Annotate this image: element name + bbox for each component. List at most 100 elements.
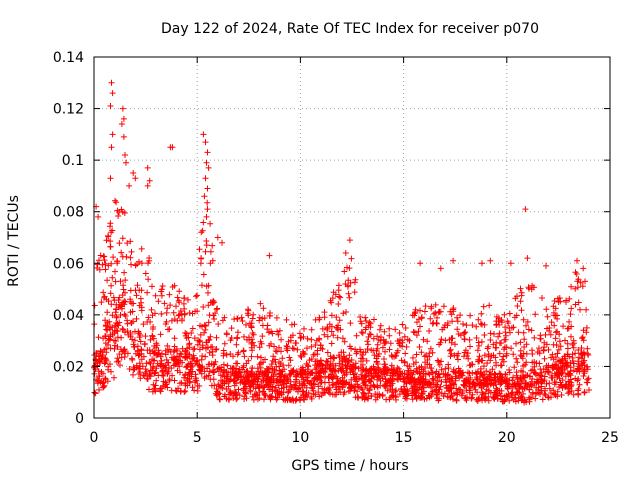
data-point bbox=[146, 177, 153, 184]
data-point bbox=[304, 335, 311, 342]
data-point bbox=[127, 287, 134, 294]
data-point bbox=[465, 369, 471, 376]
data-point bbox=[305, 390, 312, 397]
data-point bbox=[435, 309, 442, 316]
data-point bbox=[164, 359, 171, 366]
data-point bbox=[493, 321, 500, 328]
data-point bbox=[442, 376, 449, 383]
data-point bbox=[392, 326, 399, 333]
data-point bbox=[525, 284, 532, 291]
data-point bbox=[373, 359, 380, 366]
data-point bbox=[364, 346, 371, 352]
data-point bbox=[177, 308, 184, 314]
data-point bbox=[257, 360, 264, 366]
data-point bbox=[146, 371, 153, 378]
data-point bbox=[561, 353, 568, 360]
data-point bbox=[145, 260, 151, 267]
data-point bbox=[192, 379, 198, 386]
data-point bbox=[166, 376, 173, 383]
data-point bbox=[316, 316, 323, 323]
data-point bbox=[107, 243, 114, 250]
data-point bbox=[276, 359, 282, 365]
data-point bbox=[414, 319, 420, 326]
data-point bbox=[347, 320, 354, 327]
data-point bbox=[553, 342, 560, 348]
data-point bbox=[485, 381, 492, 388]
data-point bbox=[278, 336, 285, 343]
y-tick-label: 0.08 bbox=[53, 205, 84, 221]
data-point bbox=[556, 371, 563, 378]
data-point bbox=[286, 354, 293, 361]
data-point bbox=[487, 330, 494, 337]
data-point bbox=[486, 377, 493, 384]
data-point bbox=[224, 373, 231, 380]
data-point bbox=[298, 394, 305, 401]
data-point bbox=[118, 303, 125, 309]
data-point bbox=[417, 307, 423, 314]
data-point bbox=[442, 365, 449, 372]
data-point bbox=[435, 386, 442, 393]
data-point bbox=[483, 375, 490, 382]
data-point bbox=[153, 365, 160, 372]
data-point bbox=[559, 377, 566, 384]
data-point bbox=[450, 257, 457, 264]
data-point bbox=[433, 391, 440, 398]
data-point bbox=[575, 365, 582, 372]
data-point bbox=[282, 374, 289, 381]
data-point bbox=[329, 391, 336, 398]
data-point bbox=[517, 352, 524, 359]
data-point bbox=[475, 358, 482, 365]
data-point bbox=[95, 334, 102, 341]
data-point bbox=[409, 396, 416, 403]
data-point bbox=[357, 318, 364, 325]
data-point bbox=[344, 362, 351, 368]
data-point bbox=[296, 330, 303, 337]
data-point bbox=[98, 378, 105, 385]
data-point bbox=[506, 310, 513, 317]
data-point bbox=[554, 328, 561, 335]
data-point bbox=[149, 283, 155, 290]
data-point bbox=[103, 296, 110, 303]
data-point bbox=[198, 370, 205, 377]
data-point bbox=[572, 350, 579, 357]
data-point bbox=[393, 387, 399, 394]
data-point bbox=[392, 352, 399, 359]
data-point bbox=[241, 353, 248, 360]
data-point bbox=[345, 290, 352, 297]
data-point bbox=[339, 374, 346, 381]
data-point bbox=[181, 310, 188, 317]
data-point bbox=[276, 327, 283, 334]
data-point bbox=[479, 391, 486, 398]
data-point bbox=[409, 371, 416, 378]
data-point bbox=[205, 289, 211, 296]
data-point bbox=[330, 332, 337, 339]
data-point bbox=[387, 394, 394, 401]
data-point bbox=[112, 278, 119, 285]
data-point bbox=[121, 298, 128, 305]
data-point bbox=[483, 368, 490, 375]
data-point bbox=[544, 313, 551, 320]
data-point bbox=[178, 351, 185, 358]
data-point bbox=[575, 347, 582, 353]
data-point bbox=[114, 343, 121, 350]
data-point bbox=[281, 366, 288, 373]
data-point bbox=[115, 304, 122, 311]
data-point bbox=[208, 382, 215, 389]
data-point bbox=[562, 359, 569, 366]
data-point bbox=[111, 297, 118, 304]
data-point bbox=[109, 90, 116, 97]
data-point bbox=[418, 390, 425, 397]
data-point bbox=[512, 391, 519, 398]
data-point bbox=[337, 294, 344, 301]
data-point bbox=[328, 328, 335, 335]
data-point bbox=[487, 337, 494, 343]
data-point bbox=[550, 387, 557, 394]
data-point bbox=[247, 388, 254, 395]
data-point bbox=[193, 375, 199, 382]
data-point bbox=[485, 387, 492, 394]
data-point bbox=[280, 362, 287, 369]
data-point bbox=[245, 306, 251, 313]
data-point bbox=[213, 306, 220, 313]
data-point bbox=[500, 353, 507, 360]
data-point bbox=[245, 373, 252, 380]
